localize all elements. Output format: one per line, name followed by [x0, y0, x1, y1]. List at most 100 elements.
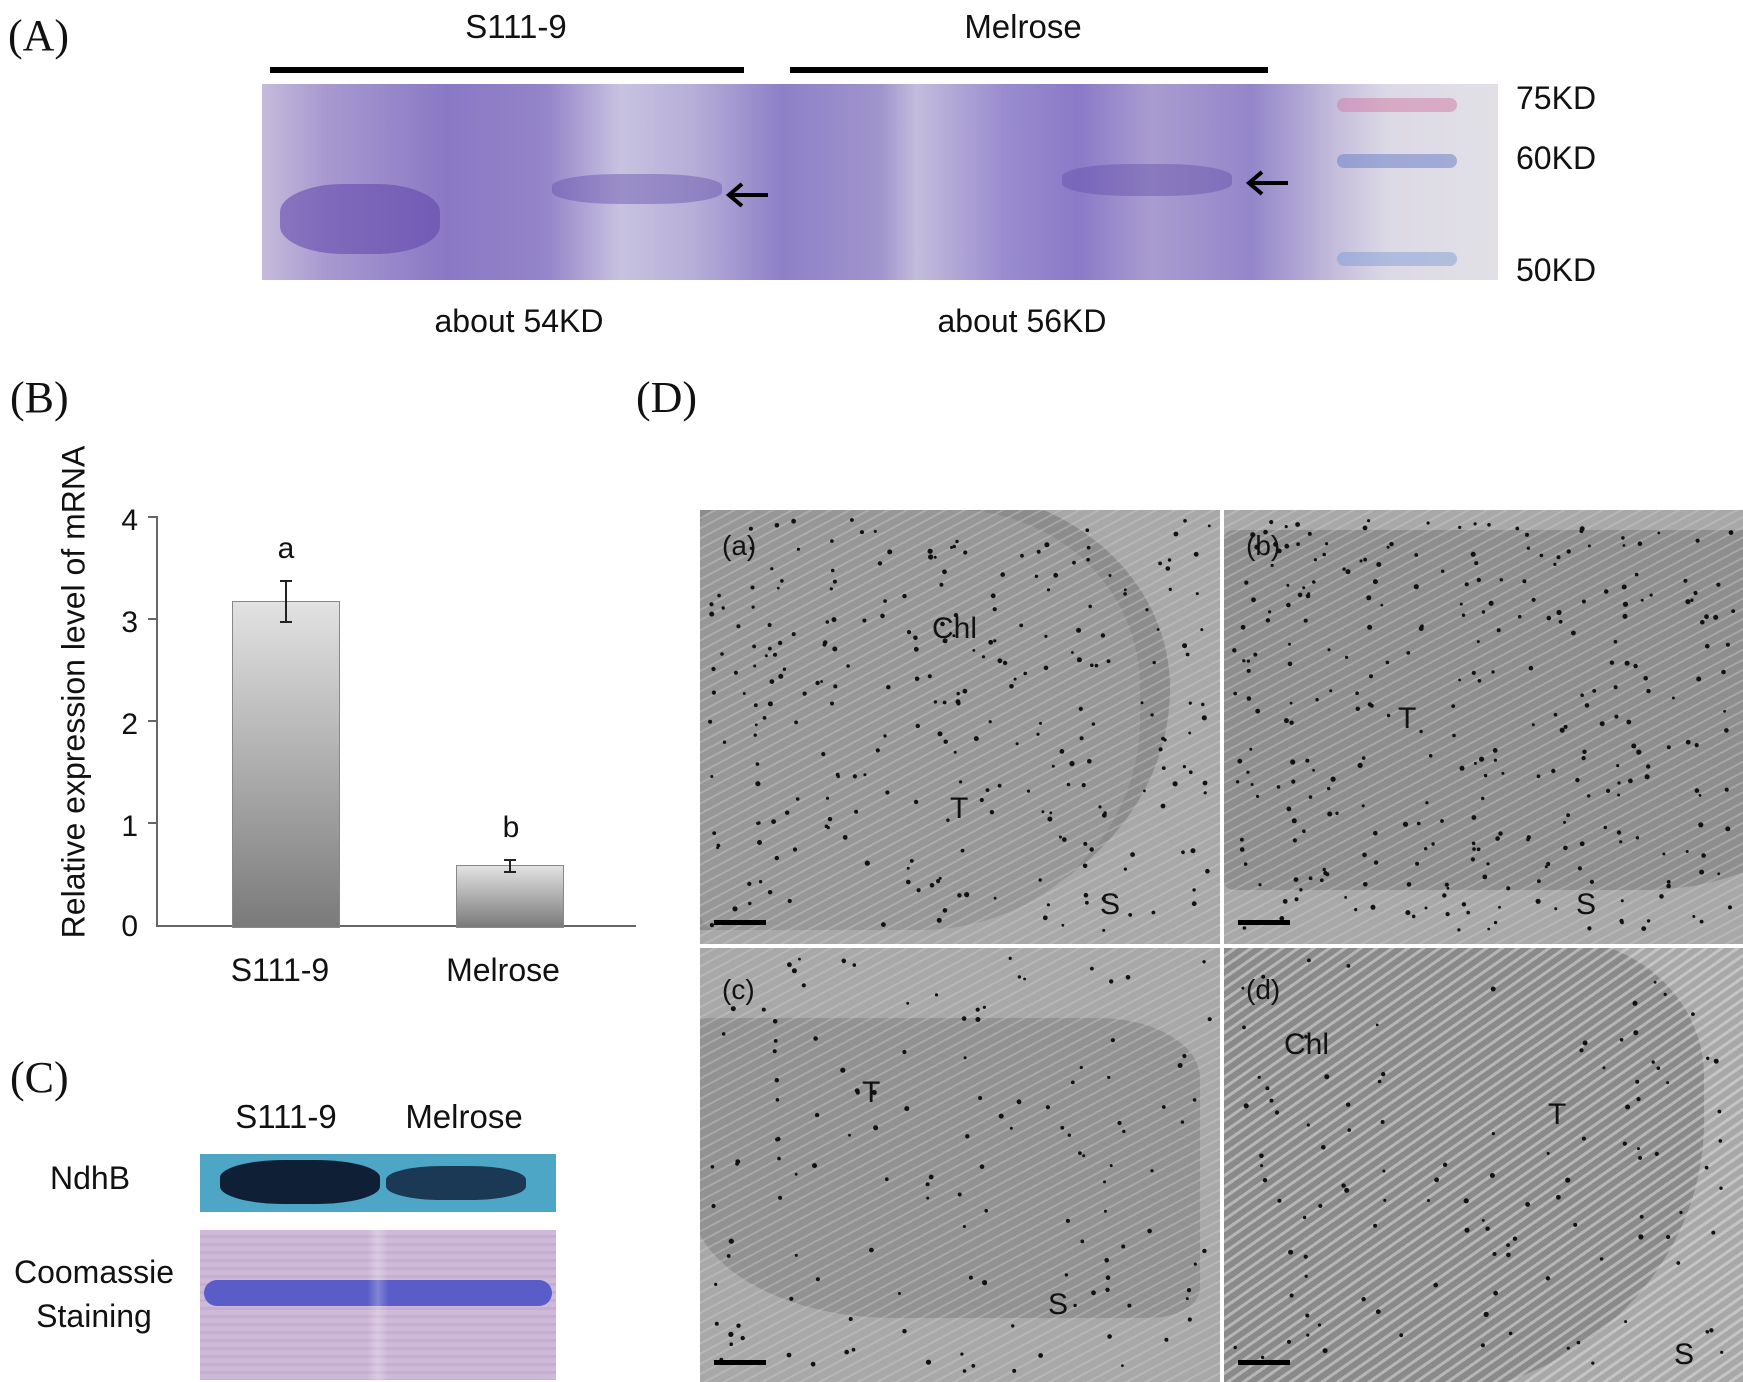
- gold-particle: [1049, 811, 1053, 815]
- gold-particle: [1270, 563, 1274, 567]
- gold-particle: [1728, 530, 1734, 535]
- gold-particle: [1424, 906, 1428, 910]
- gold-particle: [1323, 870, 1328, 876]
- gold-particle: [822, 642, 827, 647]
- gold-particle: [1493, 920, 1498, 925]
- gold-particle: [1481, 796, 1485, 801]
- gold-particle: [782, 667, 787, 671]
- panel-label-a: (A): [8, 11, 70, 60]
- gold-particle: [975, 1017, 981, 1022]
- em-image-b: (b) T S: [1224, 510, 1743, 944]
- gold-particle: [1344, 1187, 1350, 1193]
- gold-particle: [1471, 841, 1476, 846]
- group-label-s111-9: S111-9: [465, 8, 567, 45]
- gold-particle: [1200, 628, 1204, 632]
- gold-particle: [1069, 761, 1075, 767]
- gold-particle: [752, 644, 756, 649]
- gold-particle: [1265, 1086, 1270, 1091]
- gold-particle: [1603, 825, 1607, 830]
- gold-particle: [814, 1112, 820, 1118]
- gold-particle: [1038, 878, 1042, 882]
- gold-particle: [1363, 882, 1368, 887]
- gold-particle: [1083, 892, 1089, 898]
- gold-particle: [747, 881, 752, 886]
- gold-particle: [1041, 810, 1045, 814]
- gold-particle: [1173, 531, 1179, 537]
- gold-particle: [776, 586, 780, 590]
- gold-particle: [1366, 595, 1372, 601]
- gold-particle: [1515, 526, 1520, 531]
- gold-particle: [1471, 815, 1477, 820]
- gold-particle: [1571, 630, 1576, 636]
- gold-particle: [1109, 1164, 1113, 1168]
- gold-particle: [1313, 558, 1317, 562]
- size-label-right: about 56KD: [937, 303, 1107, 339]
- row-label-coomassie: Coomassie Staining: [13, 1254, 175, 1334]
- gold-particle: [1405, 910, 1411, 916]
- gold-particle: [754, 723, 758, 727]
- gold-particle: [1559, 727, 1565, 733]
- gold-particle: [1636, 1097, 1641, 1102]
- y-tick: [148, 822, 156, 824]
- gold-particle: [1327, 811, 1333, 817]
- error-bar-s111-9: [285, 580, 287, 622]
- gold-particle: [1165, 566, 1171, 571]
- gold-particle: [1235, 780, 1240, 784]
- gold-particle: [1427, 1199, 1430, 1202]
- gold-particle: [902, 593, 907, 599]
- gold-particle: [871, 1090, 877, 1095]
- gold-particle: [1418, 626, 1424, 631]
- gold-particle: [757, 840, 762, 845]
- gold-particle: [984, 1208, 988, 1213]
- gold-particle: [1372, 579, 1378, 585]
- label-chl: Chl: [1284, 1028, 1330, 1061]
- gold-particle: [1466, 910, 1470, 915]
- gold-particle: [1282, 899, 1288, 904]
- gold-particle: [708, 719, 713, 724]
- gold-particle: [955, 539, 959, 544]
- gold-particle: [1698, 822, 1704, 828]
- gold-particle: [1461, 902, 1467, 907]
- thylakoid-texture: [1224, 510, 1743, 944]
- gold-particle: [1724, 728, 1729, 733]
- gold-particle: [1499, 578, 1503, 582]
- gold-particle: [1616, 830, 1622, 835]
- gold-particle: [1692, 915, 1696, 918]
- gold-particle: [748, 526, 753, 531]
- gold-particle: [1713, 1058, 1719, 1064]
- group-rule-left: [270, 67, 744, 73]
- gold-particle: [1535, 898, 1541, 904]
- gold-particle: [1273, 541, 1279, 547]
- gold-particle: [776, 1136, 781, 1142]
- gold-particle: [1545, 1276, 1551, 1281]
- gold-particle: [1424, 847, 1428, 851]
- gold-particle: [913, 799, 919, 805]
- gold-particle: [1101, 812, 1107, 818]
- gold-particle: [787, 898, 792, 904]
- gold-particle: [1471, 670, 1476, 675]
- gold-particle: [862, 618, 867, 623]
- gold-particle: [1492, 748, 1498, 753]
- gold-particle: [730, 1006, 736, 1012]
- gold-particle: [957, 893, 962, 898]
- gold-particle: [979, 1164, 985, 1169]
- gold-particle: [1633, 1030, 1639, 1036]
- gold-particle: [1318, 1203, 1323, 1208]
- gold-particle: [1143, 789, 1146, 793]
- gold-particle: [1254, 544, 1260, 550]
- gold-particle: [1554, 907, 1558, 911]
- error-cap: [280, 580, 292, 583]
- gold-particle: [1036, 549, 1041, 554]
- gold-particle: [1304, 1274, 1308, 1278]
- lane-label-s111-9: S111-9: [235, 1098, 337, 1135]
- gold-particle: [1185, 652, 1190, 657]
- gold-particle: [831, 617, 837, 623]
- gold-particle: [1287, 661, 1293, 667]
- gold-particle: [1646, 919, 1651, 923]
- gold-particle: [1381, 1072, 1386, 1077]
- gold-particle: [1130, 852, 1135, 857]
- marker-label-50: 50KD: [1516, 252, 1597, 288]
- gold-particle: [710, 1165, 715, 1169]
- gold-particle: [1240, 624, 1246, 630]
- gold-particle: [1539, 553, 1544, 558]
